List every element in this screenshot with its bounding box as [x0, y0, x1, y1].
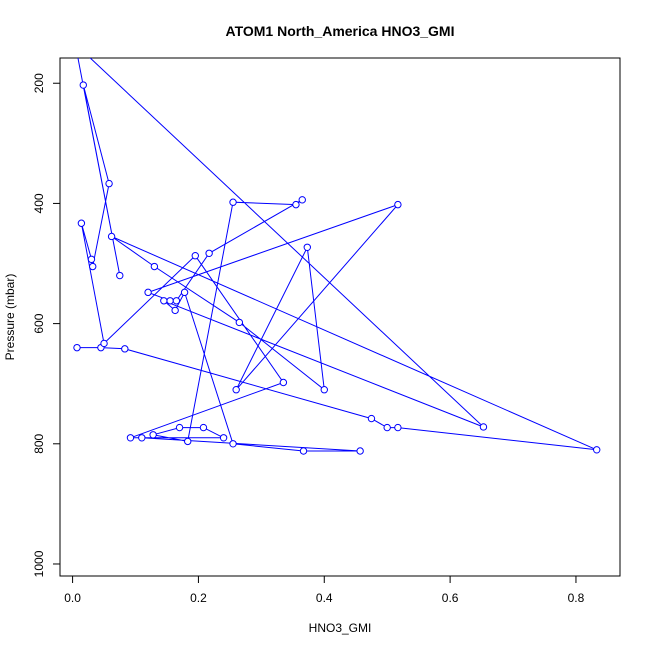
- data-point: [160, 297, 168, 305]
- data-point: [356, 447, 364, 455]
- y-axis: 200 400 600 800 1000: [32, 73, 61, 577]
- x-tick-label: 0.4: [316, 591, 333, 605]
- y-tick-label: 200: [32, 73, 46, 93]
- series-layer: [73, 58, 601, 455]
- data-point: [229, 440, 237, 448]
- data-point: [180, 288, 189, 297]
- chart-title: ATOM1 North_America HNO3_GMI: [226, 23, 455, 39]
- data-point: [235, 318, 244, 327]
- data-point: [172, 297, 181, 305]
- data-point: [89, 262, 97, 271]
- data-point: [232, 386, 240, 394]
- x-tick-label: 0.0: [64, 591, 81, 605]
- data-point: [394, 423, 402, 432]
- data-point: [107, 232, 116, 241]
- x-tick-label: 0.6: [442, 591, 459, 605]
- data-point: [479, 423, 488, 431]
- data-point: [229, 198, 237, 206]
- y-tick-label: 800: [32, 433, 46, 453]
- y-axis-label: Pressure (mbar): [3, 274, 17, 361]
- data-point: [279, 378, 288, 387]
- series-line: [77, 58, 597, 452]
- x-tick-label: 0.8: [568, 591, 585, 605]
- data-point: [292, 200, 300, 209]
- data-point: [303, 243, 311, 251]
- data-point: [394, 200, 402, 209]
- data-point: [205, 249, 213, 258]
- data-point: [77, 219, 86, 227]
- x-axis-label: HNO3_GMI: [309, 621, 372, 635]
- data-point: [138, 434, 146, 442]
- data-point: [105, 179, 113, 188]
- data-point: [150, 262, 159, 271]
- data-point: [73, 343, 81, 352]
- data-point: [116, 271, 124, 280]
- data-point: [367, 414, 376, 423]
- data-point: [298, 196, 306, 204]
- y-tick-label: 600: [32, 313, 46, 333]
- data-point: [383, 423, 391, 432]
- plot-frame: [59, 57, 621, 577]
- x-axis: 0.0 0.2 0.4 0.6 0.8: [64, 575, 585, 605]
- y-tick-label: 1000: [32, 550, 46, 577]
- data-point: [144, 288, 152, 297]
- data-point: [171, 306, 179, 315]
- data-point: [126, 434, 135, 442]
- data-point: [175, 423, 184, 432]
- data-point: [184, 437, 192, 446]
- data-point: [299, 447, 308, 455]
- y-tick-label: 400: [32, 193, 46, 213]
- data-point: [199, 423, 208, 432]
- data-point: [191, 252, 199, 260]
- x-tick-label: 0.2: [190, 591, 207, 605]
- data-point: [219, 434, 228, 442]
- data-point: [149, 431, 157, 439]
- data-point: [320, 386, 328, 394]
- data-point: [593, 446, 601, 454]
- data-point: [100, 339, 108, 348]
- data-point: [166, 297, 174, 305]
- data-point: [79, 81, 87, 89]
- data-point: [87, 255, 96, 264]
- data-point: [121, 345, 129, 353]
